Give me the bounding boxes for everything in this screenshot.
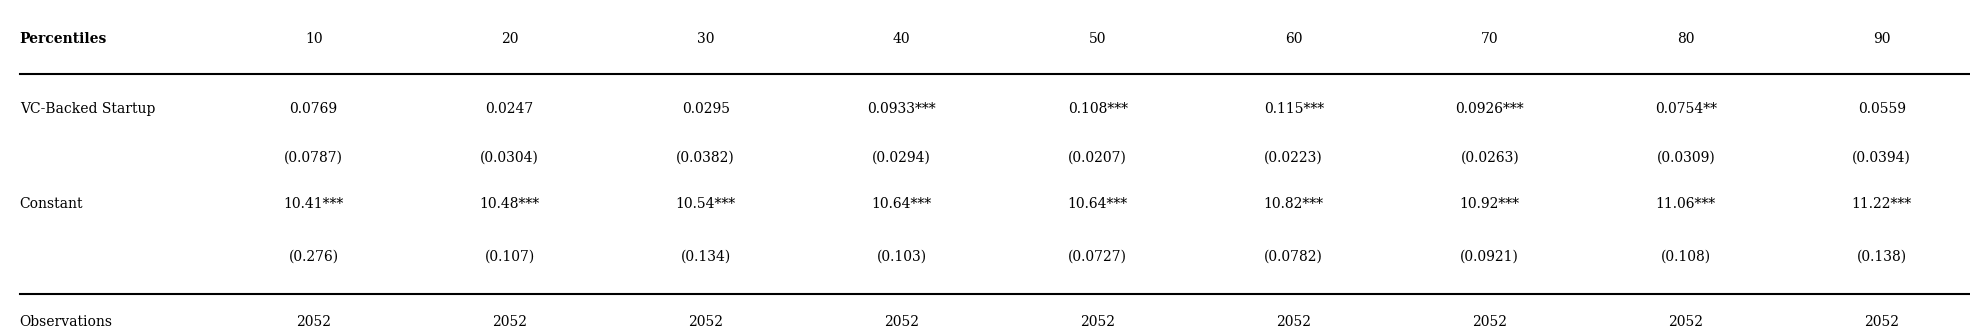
Text: 2052: 2052 <box>1669 315 1704 329</box>
Text: (0.0223): (0.0223) <box>1265 151 1324 165</box>
Text: (0.276): (0.276) <box>290 250 339 264</box>
Text: 0.0933***: 0.0933*** <box>867 102 936 115</box>
Text: 50: 50 <box>1089 33 1107 46</box>
Text: 2052: 2052 <box>1472 315 1507 329</box>
Text: (0.0727): (0.0727) <box>1068 250 1127 264</box>
Text: Constant: Constant <box>20 197 83 211</box>
Text: 40: 40 <box>892 33 910 46</box>
Text: (0.0294): (0.0294) <box>873 151 932 165</box>
Text: Observations: Observations <box>20 315 112 329</box>
Text: Percentiles: Percentiles <box>20 33 106 46</box>
Text: 20: 20 <box>500 33 518 46</box>
Text: (0.0304): (0.0304) <box>481 151 540 165</box>
Text: 11.22***: 11.22*** <box>1852 197 1911 211</box>
Text: (0.134): (0.134) <box>680 250 731 264</box>
Text: (0.103): (0.103) <box>877 250 926 264</box>
Text: (0.107): (0.107) <box>485 250 534 264</box>
Text: 10.82***: 10.82*** <box>1263 197 1324 211</box>
Text: 2052: 2052 <box>492 315 528 329</box>
Text: 10: 10 <box>305 33 323 46</box>
Text: 90: 90 <box>1873 33 1891 46</box>
Text: 0.108***: 0.108*** <box>1068 102 1127 115</box>
Text: 2052: 2052 <box>296 315 331 329</box>
Text: 0.0295: 0.0295 <box>682 102 729 115</box>
Text: 10.92***: 10.92*** <box>1460 197 1519 211</box>
Text: 80: 80 <box>1676 33 1694 46</box>
Text: (0.0787): (0.0787) <box>284 151 343 165</box>
Text: (0.138): (0.138) <box>1858 250 1907 264</box>
Text: 0.0754**: 0.0754** <box>1655 102 1716 115</box>
Text: 0.115***: 0.115*** <box>1263 102 1324 115</box>
Text: (0.0309): (0.0309) <box>1657 151 1716 165</box>
Text: 30: 30 <box>697 33 715 46</box>
Text: 10.48***: 10.48*** <box>479 197 540 211</box>
Text: 70: 70 <box>1481 33 1499 46</box>
Text: 2052: 2052 <box>688 315 723 329</box>
Text: 0.0926***: 0.0926*** <box>1456 102 1525 115</box>
Text: 60: 60 <box>1284 33 1302 46</box>
Text: VC-Backed Startup: VC-Backed Startup <box>20 102 156 115</box>
Text: 2052: 2052 <box>885 315 920 329</box>
Text: 2052: 2052 <box>1864 315 1899 329</box>
Text: (0.0382): (0.0382) <box>676 151 735 165</box>
Text: 2052: 2052 <box>1277 315 1312 329</box>
Text: (0.0394): (0.0394) <box>1852 151 1911 165</box>
Text: 11.06***: 11.06*** <box>1655 197 1716 211</box>
Text: (0.0921): (0.0921) <box>1460 250 1519 264</box>
Text: 0.0247: 0.0247 <box>485 102 534 115</box>
Text: 10.54***: 10.54*** <box>676 197 735 211</box>
Text: 0.0559: 0.0559 <box>1858 102 1905 115</box>
Text: 10.64***: 10.64*** <box>871 197 932 211</box>
Text: 0.0769: 0.0769 <box>290 102 337 115</box>
Text: (0.0263): (0.0263) <box>1460 151 1519 165</box>
Text: (0.0782): (0.0782) <box>1265 250 1324 264</box>
Text: (0.108): (0.108) <box>1661 250 1710 264</box>
Text: 10.41***: 10.41*** <box>284 197 345 211</box>
Text: 2052: 2052 <box>1080 315 1115 329</box>
Text: (0.0207): (0.0207) <box>1068 151 1127 165</box>
Text: 10.64***: 10.64*** <box>1068 197 1127 211</box>
